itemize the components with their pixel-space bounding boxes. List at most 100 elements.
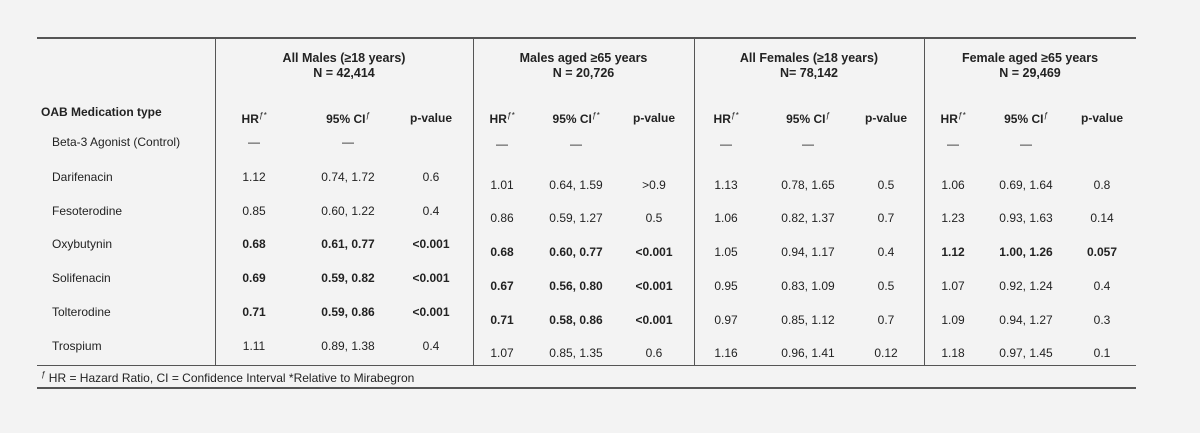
table-cell: <0.001	[412, 305, 450, 319]
table-cell: 0.67	[490, 279, 514, 293]
table-cell: —	[947, 137, 959, 151]
table-cell: 0.94, 1.27	[999, 313, 1053, 327]
table-cell: <0.001	[635, 313, 673, 327]
table-cell: 0.86	[490, 211, 514, 225]
table-cell: 0.59, 0.86	[321, 305, 375, 319]
table-cell: 0.68	[242, 237, 266, 251]
table-cell: 0.4	[422, 204, 440, 218]
table-cell: —	[802, 137, 814, 151]
table-cell: 0.14	[1090, 211, 1114, 225]
medication-type-header: OAB Medication type	[41, 105, 162, 119]
table-cell: 1.18	[941, 346, 965, 360]
group-1-hr-header: HRƒ*	[241, 111, 267, 126]
table-cell: —	[720, 137, 732, 151]
table-cell: 0.58, 0.86	[549, 313, 603, 327]
group-divider-3	[694, 38, 695, 365]
table-cell: —	[248, 135, 260, 149]
table-cell: 0.71	[490, 313, 514, 327]
group-2-ci-header: 95% CIƒ*	[552, 111, 600, 126]
table-cell: 0.057	[1086, 245, 1118, 259]
table-cell: 0.69	[242, 271, 266, 285]
group-header-3: All Females (≥18 years) N= 78,142	[739, 51, 879, 80]
group-2-p-value-header: p-value	[632, 111, 676, 125]
table-cell: 0.78, 1.65	[781, 178, 835, 192]
table-cell: 0.92, 1.24	[999, 279, 1053, 293]
table-cell: 1.01	[490, 178, 514, 192]
table-cell: 0.97, 1.45	[999, 346, 1053, 360]
table-cell: 0.8	[1093, 178, 1111, 192]
medication-name: Trospium	[52, 339, 102, 353]
table-cell: 0.89, 1.38	[321, 339, 375, 353]
medication-name: Darifenacin	[52, 170, 113, 184]
table-cell: 0.85, 1.35	[549, 346, 603, 360]
table-cell: 0.7	[877, 211, 895, 225]
medication-name: Beta-3 Agonist (Control)	[52, 135, 181, 149]
table-cell: 1.11	[242, 339, 266, 353]
table-cell: 1.16	[714, 346, 738, 360]
table-cell: 1.00, 1.26	[999, 245, 1053, 259]
medication-name: Fesoterodine	[52, 204, 123, 218]
group-header-2: Males aged ≥65 years N = 20,726	[519, 51, 648, 80]
group-divider-2	[473, 38, 474, 365]
table-cell: —	[496, 137, 508, 151]
table-cell: —	[1020, 137, 1032, 151]
table-cell: 0.82, 1.37	[781, 211, 835, 225]
top-rule	[37, 37, 1136, 39]
footnote: ƒ HR = Hazard Ratio, CI = Confidence Int…	[41, 370, 415, 385]
table-cell: 0.60, 1.22	[321, 204, 375, 218]
group-4-ci-header: 95% CIƒ	[1004, 111, 1048, 126]
table-cell: —	[570, 137, 582, 151]
table-cell: <0.001	[635, 279, 673, 293]
table-cell: 0.5	[877, 279, 895, 293]
medication-name: Tolterodine	[52, 305, 111, 319]
group-4-hr-header: HRƒ*	[940, 111, 966, 126]
table-cell: 0.4	[422, 339, 440, 353]
table-cell: 0.93, 1.63	[999, 211, 1053, 225]
table-cell: 0.3	[1093, 313, 1111, 327]
group-1-ci-header: 95% CIƒ	[326, 111, 370, 126]
table-cell: 1.12	[242, 170, 266, 184]
table-cell: 0.5	[877, 178, 895, 192]
table-cell: 0.56, 0.80	[549, 279, 603, 293]
table-cell: 0.83, 1.09	[781, 279, 835, 293]
table-cell: 0.94, 1.17	[781, 245, 835, 259]
table-cell: 0.85	[242, 204, 266, 218]
group-divider-1	[215, 38, 216, 365]
table-cell: 0.96, 1.41	[781, 346, 835, 360]
table-cell: 0.1	[1093, 346, 1111, 360]
group-header-1: All Males (≥18 years) N = 42,414	[282, 51, 406, 80]
medication-name: Solifenacin	[52, 271, 111, 285]
table-cell: 0.7	[877, 313, 895, 327]
table-cell: 0.5	[645, 211, 663, 225]
table-cell: 0.59, 1.27	[549, 211, 603, 225]
table-cell: 1.23	[941, 211, 965, 225]
table-cell: 0.64, 1.59	[549, 178, 603, 192]
table-cell: <0.001	[412, 237, 450, 251]
table-cell: 0.68	[490, 245, 514, 259]
group-3-hr-header: HRƒ*	[713, 111, 739, 126]
group-header-4: Female aged ≥65 years N = 29,469	[961, 51, 1099, 80]
table-cell: 0.71	[242, 305, 266, 319]
group-3-ci-header: 95% CIƒ	[786, 111, 830, 126]
table-cell: 1.06	[941, 178, 965, 192]
group-divider-4	[924, 38, 925, 365]
table-cell: 1.06	[714, 211, 738, 225]
table-cell: 0.74, 1.72	[321, 170, 375, 184]
table-cell: —	[342, 135, 354, 149]
table-cell: >0.9	[642, 178, 666, 192]
table-cell: 0.69, 1.64	[999, 178, 1053, 192]
table-cell: 0.4	[877, 245, 895, 259]
table-cell: 0.97	[714, 313, 738, 327]
table-cell: 0.95	[714, 279, 738, 293]
footnote-rule	[37, 387, 1136, 389]
table-cell: 1.13	[714, 178, 738, 192]
table-cell: 1.09	[941, 313, 965, 327]
group-4-p-value-header: p-value	[1080, 111, 1124, 125]
bottom-table-rule	[37, 365, 1136, 366]
table-cell: 0.59, 0.82	[321, 271, 375, 285]
group-3-p-value-header: p-value	[864, 111, 908, 125]
table-cell: 1.07	[490, 346, 514, 360]
table-cell: 0.12	[874, 346, 898, 360]
table-cell: 0.4	[1093, 279, 1111, 293]
table-cell: 1.07	[941, 279, 965, 293]
